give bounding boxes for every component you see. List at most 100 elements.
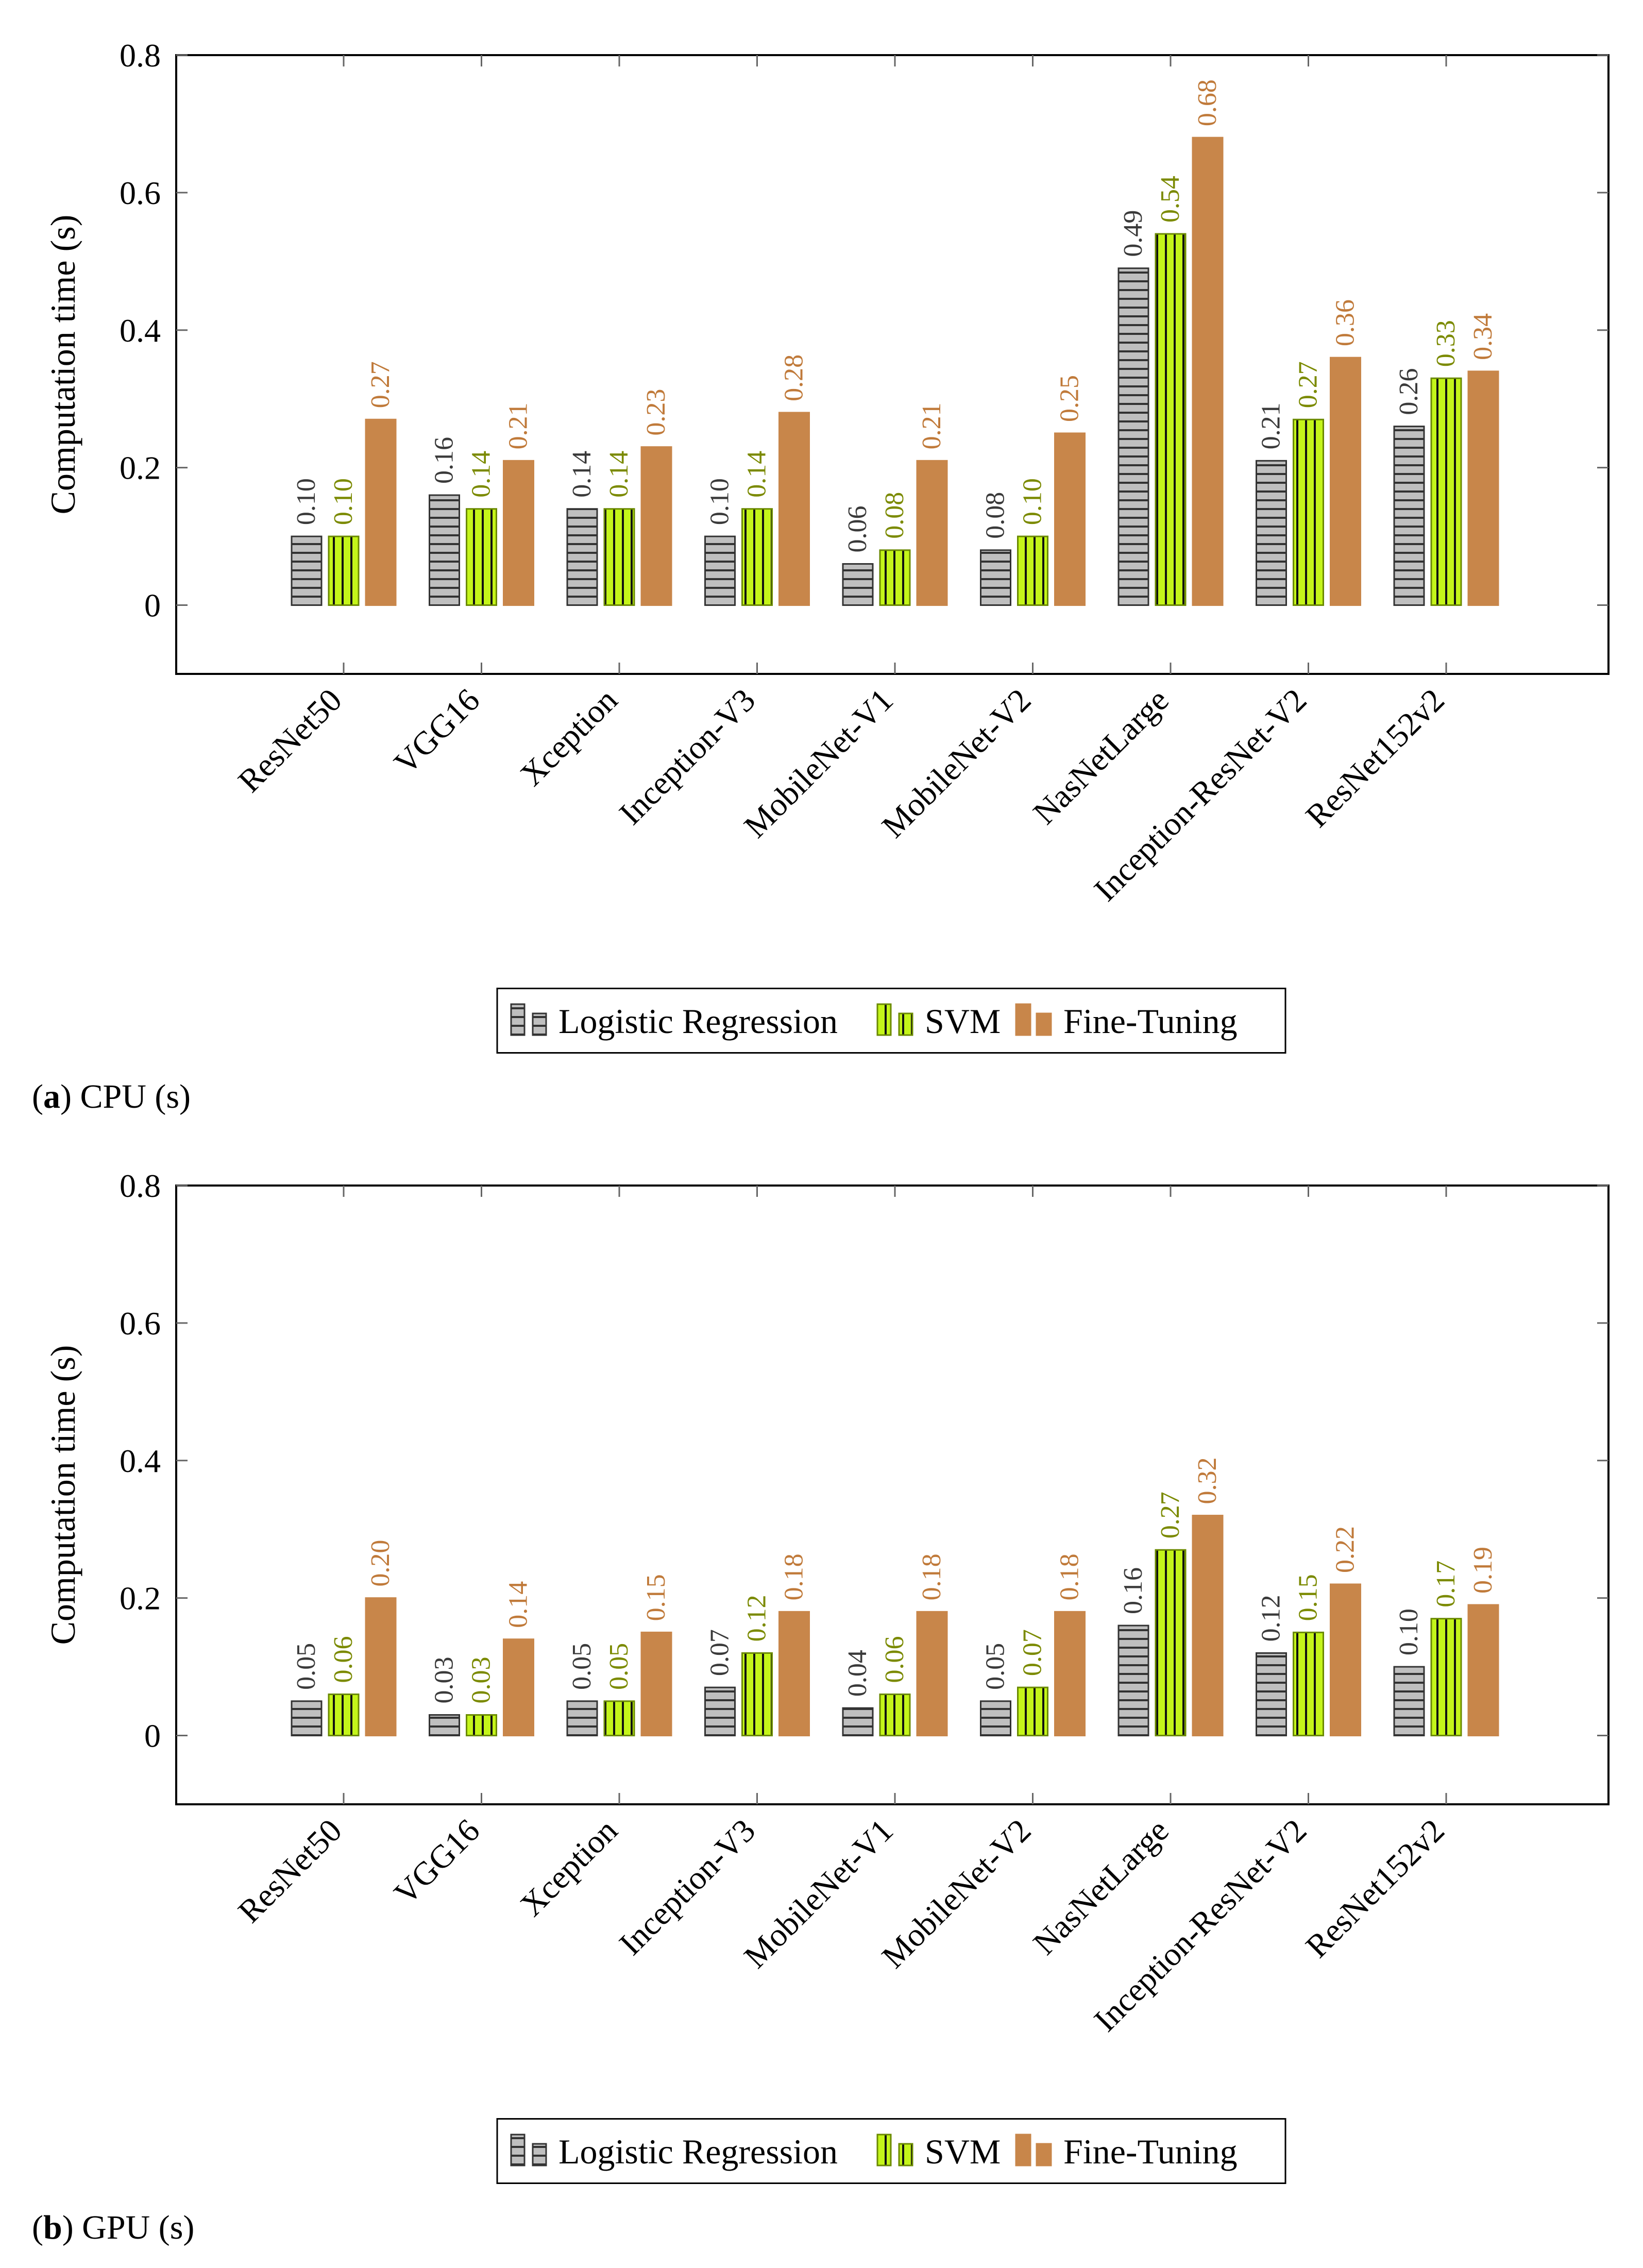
bar-fine-tuning-xception bbox=[640, 446, 672, 606]
data-label-fine-tuning: 0.27 bbox=[366, 361, 395, 408]
data-label-logistic-regression: 0.05 bbox=[981, 1643, 1010, 1690]
bar-svm-mobilenet-v2 bbox=[1017, 1686, 1048, 1737]
data-label-fine-tuning: 0.23 bbox=[641, 389, 671, 436]
data-label-svm: 0.10 bbox=[329, 478, 358, 525]
y-tick-label: 0.8 bbox=[120, 37, 161, 74]
panel-caption: (b) GPU (s) bbox=[32, 2209, 194, 2246]
x-tick-label-xception: Xception bbox=[513, 1812, 624, 1923]
bar-fine-tuning-mobilenet-v2 bbox=[1054, 432, 1086, 606]
bar-logistic-regression-resnet152v2 bbox=[1393, 426, 1425, 606]
legend-swatch-fine-tuning bbox=[1015, 1003, 1031, 1036]
data-label-svm: 0.33 bbox=[1431, 320, 1461, 367]
bar-svm-nasnetlarge bbox=[1155, 1549, 1187, 1737]
x-tick-label-nasnetlarge: NasNetLarge bbox=[1026, 1812, 1176, 1962]
legend-swatch-fine-tuning bbox=[1015, 2134, 1031, 2167]
data-label-svm: 0.14 bbox=[467, 451, 496, 498]
data-label-logistic-regression: 0.10 bbox=[292, 478, 321, 525]
data-label-svm: 0.07 bbox=[1018, 1629, 1047, 1676]
bar-fine-tuning-inception-resnet-v2 bbox=[1330, 357, 1361, 606]
bar-fine-tuning-inception-v3 bbox=[778, 412, 810, 606]
bar-fine-tuning-resnet152v2 bbox=[1467, 370, 1499, 606]
data-label-fine-tuning: 0.28 bbox=[780, 354, 809, 401]
legend-swatch-svm bbox=[898, 1012, 913, 1036]
bar-logistic-regression-inception-v3 bbox=[704, 535, 736, 606]
bar-svm-inception-v3 bbox=[741, 508, 773, 606]
x-tick-label-resnet50: ResNet50 bbox=[231, 1812, 349, 1930]
data-label-svm: 0.10 bbox=[1018, 478, 1047, 525]
data-label-fine-tuning: 0.14 bbox=[504, 1581, 533, 1628]
data-label-fine-tuning: 0.20 bbox=[366, 1540, 395, 1587]
bar-svm-mobilenet-v1 bbox=[879, 1693, 911, 1737]
legend: Logistic Regression SVM Fine-Tuning bbox=[496, 2118, 1286, 2184]
bar-fine-tuning-inception-v3 bbox=[778, 1611, 810, 1737]
data-label-logistic-regression: 0.12 bbox=[1257, 1595, 1286, 1641]
y-axis-title: Computation time (s) bbox=[43, 1345, 82, 1645]
legend-swatch-logistic-regression bbox=[510, 2134, 526, 2167]
bar-logistic-regression-resnet50 bbox=[291, 1700, 323, 1737]
bar-fine-tuning-nasnetlarge bbox=[1192, 1515, 1224, 1737]
y-tick-label: 0.2 bbox=[120, 1580, 161, 1617]
legend-swatch-svm bbox=[898, 2143, 913, 2167]
bar-svm-vgg16 bbox=[466, 508, 497, 606]
x-tick-label-vgg16: VGG16 bbox=[387, 1812, 487, 1912]
panel-letter: b bbox=[43, 2209, 62, 2246]
legend-label-logistic-regression: Logistic Regression bbox=[558, 2132, 838, 2171]
data-label-logistic-regression: 0.16 bbox=[430, 437, 459, 484]
bar-svm-xception bbox=[603, 1700, 635, 1737]
legend: Logistic Regression SVM Fine-Tuning bbox=[496, 988, 1286, 1054]
legend-swatch-logistic-regression bbox=[510, 1003, 526, 1036]
data-label-svm: 0.15 bbox=[1294, 1574, 1323, 1621]
bar-svm-inception-resnet-v2 bbox=[1293, 418, 1324, 606]
bar-logistic-regression-vgg16 bbox=[429, 494, 460, 606]
data-label-fine-tuning: 0.68 bbox=[1193, 79, 1222, 126]
data-label-fine-tuning: 0.18 bbox=[917, 1553, 946, 1600]
data-label-logistic-regression: 0.05 bbox=[567, 1643, 597, 1690]
data-label-logistic-regression: 0.04 bbox=[843, 1650, 872, 1697]
bar-fine-tuning-mobilenet-v2 bbox=[1054, 1611, 1086, 1737]
y-axis-title: Computation time (s) bbox=[43, 215, 82, 515]
bar-logistic-regression-xception bbox=[566, 1700, 598, 1737]
data-label-logistic-regression: 0.16 bbox=[1119, 1567, 1148, 1614]
bar-fine-tuning-mobilenet-v1 bbox=[916, 460, 948, 606]
panel-letter: a bbox=[43, 1078, 60, 1115]
bar-logistic-regression-inception-v3 bbox=[704, 1686, 736, 1737]
data-label-logistic-regression: 0.21 bbox=[1257, 402, 1286, 449]
x-tick-label-mobilenet-v2: MobileNet-V2 bbox=[875, 1812, 1038, 1975]
bar-fine-tuning-vgg16 bbox=[503, 460, 534, 606]
bar-svm-xception bbox=[603, 508, 635, 606]
cpu-chart-panel: 0 0.2 0.4 0.6 0.8 Computation time (s) ResNet5… bbox=[32, 37, 1610, 1115]
data-label-fine-tuning: 0.22 bbox=[1331, 1526, 1360, 1573]
x-tick-label-resnet152v2: ResNet152v2 bbox=[1298, 1812, 1451, 1965]
plot-area-frame bbox=[175, 1184, 1610, 1805]
data-label-svm: 0.17 bbox=[1431, 1561, 1461, 1607]
legend-label-fine-tuning: Fine-Tuning bbox=[1063, 1002, 1238, 1041]
data-label-logistic-regression: 0.06 bbox=[843, 505, 872, 552]
bar-fine-tuning-xception bbox=[640, 1631, 672, 1737]
y-tick-label: 0.2 bbox=[120, 450, 161, 486]
data-label-logistic-regression: 0.10 bbox=[1394, 1609, 1424, 1655]
bar-fine-tuning-nasnetlarge bbox=[1192, 137, 1224, 606]
data-label-svm: 0.14 bbox=[604, 451, 634, 498]
legend-label-svm: SVM bbox=[925, 2132, 1001, 2171]
bar-svm-inception-resnet-v2 bbox=[1293, 1631, 1324, 1737]
data-label-svm: 0.27 bbox=[1294, 361, 1323, 408]
data-label-svm: 0.27 bbox=[1156, 1492, 1185, 1538]
bar-logistic-regression-mobilenet-v1 bbox=[842, 563, 874, 606]
data-label-fine-tuning: 0.34 bbox=[1468, 313, 1498, 360]
data-label-logistic-regression: 0.03 bbox=[430, 1657, 459, 1704]
bar-logistic-regression-nasnetlarge bbox=[1117, 1624, 1149, 1737]
data-label-svm: 0.06 bbox=[329, 1636, 358, 1683]
data-label-svm: 0.12 bbox=[742, 1595, 772, 1641]
panel-caption: (a) CPU (s) bbox=[32, 1078, 191, 1115]
bar-logistic-regression-vgg16 bbox=[429, 1714, 460, 1737]
legend-swatch-fine-tuning bbox=[1036, 2143, 1052, 2167]
legend-swatch-logistic-regression bbox=[532, 1012, 547, 1036]
data-label-logistic-regression: 0.08 bbox=[981, 492, 1010, 539]
data-label-logistic-regression: 0.10 bbox=[705, 478, 735, 525]
data-label-logistic-regression: 0.14 bbox=[567, 451, 597, 498]
y-tick-label: 0.4 bbox=[120, 312, 161, 349]
bar-fine-tuning-vgg16 bbox=[503, 1638, 534, 1737]
data-label-fine-tuning: 0.21 bbox=[504, 402, 533, 449]
bar-fine-tuning-resnet50 bbox=[365, 1597, 397, 1737]
